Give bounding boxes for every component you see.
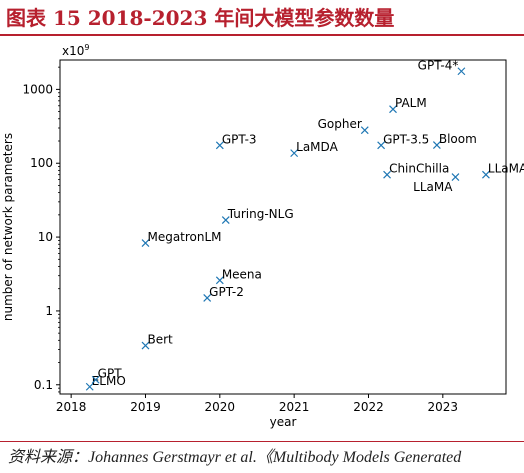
x-tick-label: 2018 xyxy=(56,400,87,414)
source-note: 资料来源：Johannes Gerstmayr et al.《Multibody… xyxy=(8,449,462,466)
scatter-chart: 2018 2019 2020 2021 2022 2023 0.1 1 10 100 1000 E… xyxy=(1,43,524,429)
y-multiplier-label: x109 xyxy=(62,43,89,58)
data-point-turing-nlg: Turing-NLG xyxy=(221,207,294,224)
data-point-llama-2: LLaMA-2 xyxy=(482,162,524,179)
y-axis-title: number of network parameters xyxy=(1,133,15,321)
point-label: MegatronLM xyxy=(147,230,221,244)
x-marker xyxy=(215,141,224,150)
x-tick-label: 2022 xyxy=(353,400,384,414)
point-label: PALM xyxy=(395,96,427,110)
figure-title: 图表 15 2018-2023 年间大模型参数数量 xyxy=(6,6,395,30)
point-label: ChinChilla xyxy=(389,162,449,176)
x-marker xyxy=(457,67,466,76)
x-marker xyxy=(91,375,100,384)
x-axis-title: year xyxy=(270,415,297,429)
point-label: LLaMA xyxy=(413,180,453,194)
data-point-gpt-2: GPT-2 xyxy=(203,285,244,302)
y-tick-label: 10 xyxy=(38,230,53,244)
data-point-chinchilla: ChinChilla xyxy=(383,162,449,179)
y-tick-label: 100 xyxy=(30,156,53,170)
data-point-lamda: LaMDA xyxy=(290,140,339,158)
x-axis: 2018 2019 2020 2021 2022 2023 xyxy=(56,394,458,414)
x-marker xyxy=(383,170,391,179)
x-marker xyxy=(141,341,150,350)
title-rule xyxy=(0,34,524,36)
x-marker xyxy=(221,216,230,224)
data-point-gpt-4: GPT-4* xyxy=(418,58,466,76)
x-marker xyxy=(215,276,224,285)
y-axis: 0.1 1 10 100 1000 xyxy=(22,66,60,393)
y-tick-label: 0.1 xyxy=(34,378,53,392)
x-tick-label: 2023 xyxy=(428,400,459,414)
plot-frame xyxy=(59,59,507,395)
point-label: GPT-4* xyxy=(418,58,459,72)
data-point-llama: LLaMA xyxy=(413,173,460,194)
data-point-palm: PALM xyxy=(389,96,427,114)
data-point-gopher: Gopher xyxy=(318,117,369,135)
data-point-gpt-3-5: GPT-3.5 xyxy=(377,132,429,150)
point-label: Meena xyxy=(222,267,262,281)
point-label: LLaMA-2 xyxy=(488,162,524,176)
x-marker xyxy=(290,149,299,158)
data-point-megatronlm: MegatronLM xyxy=(141,230,222,247)
data-point-bert: Bert xyxy=(141,333,173,350)
data-point-meena: Meena xyxy=(215,267,262,285)
x-marker xyxy=(203,293,212,302)
point-label: Bloom xyxy=(439,132,477,146)
point-label: Gopher xyxy=(318,117,362,131)
point-label: LaMDA xyxy=(296,140,338,154)
x-tick-label: 2019 xyxy=(130,400,161,414)
data-point-elmo: ELMO xyxy=(85,374,126,391)
x-marker xyxy=(141,239,150,247)
x-marker xyxy=(377,141,386,150)
point-label: Turing-NLG xyxy=(227,207,294,221)
x-tick-label: 2020 xyxy=(205,400,236,414)
point-label: GPT-3 xyxy=(222,132,257,146)
x-marker xyxy=(451,173,460,181)
point-label: ELMO xyxy=(92,374,126,388)
x-marker xyxy=(85,382,94,391)
y-multiplier-exponent: 9 xyxy=(84,43,89,52)
point-label: GPT-2 xyxy=(209,285,244,299)
data-point-gpt-3: GPT-3 xyxy=(215,132,257,150)
point-label: GPT-3.5 xyxy=(383,132,429,146)
data-point-gpt: GPT xyxy=(91,367,123,384)
x-marker xyxy=(482,170,490,179)
y-tick-label: 1 xyxy=(45,304,53,318)
source-rule xyxy=(0,441,524,442)
y-tick-label: 1000 xyxy=(22,82,53,96)
data-point-bloom: Bloom xyxy=(432,132,477,150)
x-marker xyxy=(432,141,441,150)
x-marker xyxy=(360,126,369,135)
x-marker xyxy=(389,105,397,114)
point-label: Bert xyxy=(147,333,173,347)
x-tick-label: 2021 xyxy=(279,400,310,414)
point-label: GPT xyxy=(98,367,123,381)
